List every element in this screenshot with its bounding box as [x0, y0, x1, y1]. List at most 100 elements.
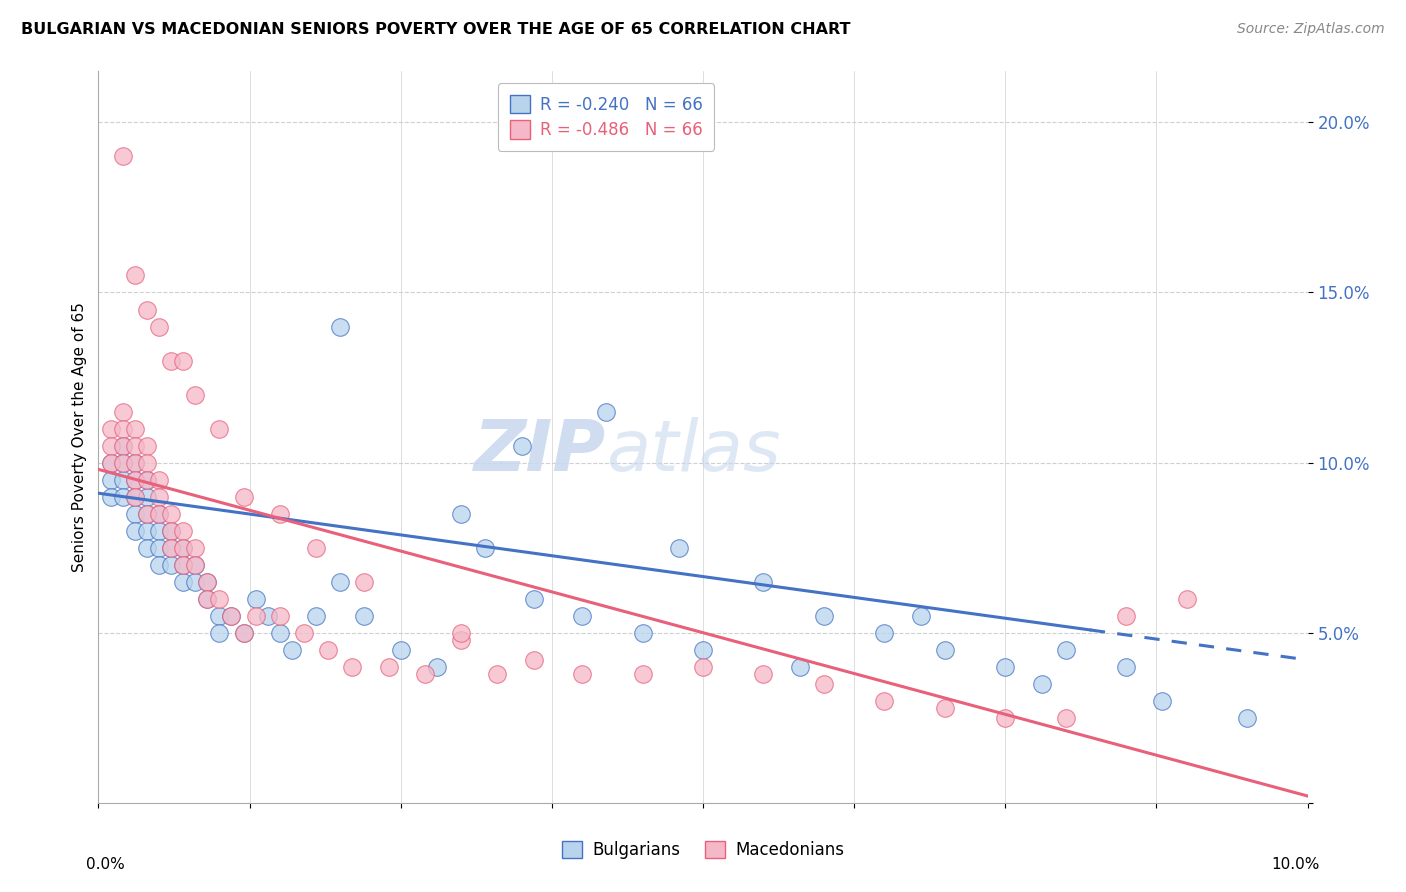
Point	[873, 694, 896, 708]
Point	[135, 456, 157, 470]
Point	[148, 558, 170, 572]
Point	[474, 541, 496, 555]
Point	[752, 574, 775, 589]
Point	[523, 591, 546, 606]
Point	[292, 625, 315, 640]
Point	[135, 473, 157, 487]
Text: BULGARIAN VS MACEDONIAN SENIORS POVERTY OVER THE AGE OF 65 CORRELATION CHART: BULGARIAN VS MACEDONIAN SENIORS POVERTY …	[21, 22, 851, 37]
Point	[135, 541, 157, 555]
Point	[111, 149, 134, 163]
Point	[342, 659, 364, 673]
Point	[1031, 677, 1053, 691]
Point	[135, 473, 157, 487]
Point	[389, 642, 412, 657]
Point	[269, 507, 291, 521]
Point	[111, 473, 134, 487]
Point	[160, 524, 183, 538]
Point	[195, 574, 218, 589]
Point	[148, 490, 170, 504]
Point	[305, 608, 328, 623]
Point	[208, 421, 231, 435]
Point	[184, 558, 207, 572]
Point	[269, 608, 291, 623]
Point	[752, 666, 775, 681]
Point	[100, 439, 122, 453]
Point	[221, 608, 243, 623]
Point	[1236, 711, 1258, 725]
Point	[813, 677, 835, 691]
Point	[208, 608, 231, 623]
Point	[571, 666, 593, 681]
Point	[1054, 642, 1077, 657]
Point	[124, 490, 146, 504]
Point	[124, 473, 146, 487]
Point	[124, 456, 146, 470]
Point	[195, 574, 218, 589]
Point	[172, 558, 194, 572]
Point	[111, 439, 134, 453]
Point	[148, 507, 170, 521]
Point	[111, 439, 134, 453]
Point	[160, 507, 183, 521]
Point	[172, 558, 194, 572]
Point	[124, 490, 146, 504]
Point	[208, 625, 231, 640]
Point	[353, 608, 375, 623]
Text: atlas: atlas	[606, 417, 780, 486]
Point	[124, 268, 146, 283]
Point	[413, 666, 436, 681]
Point	[510, 439, 533, 453]
Point	[523, 653, 546, 667]
Y-axis label: Seniors Poverty Over the Age of 65: Seniors Poverty Over the Age of 65	[72, 302, 87, 572]
Point	[124, 421, 146, 435]
Point	[111, 421, 134, 435]
Text: 0.0%: 0.0%	[86, 857, 125, 872]
Point	[135, 490, 157, 504]
Point	[631, 625, 654, 640]
Point	[135, 524, 157, 538]
Point	[934, 642, 956, 657]
Point	[100, 473, 122, 487]
Legend: Bulgarians, Macedonians: Bulgarians, Macedonians	[554, 833, 852, 868]
Point	[450, 632, 472, 647]
Point	[631, 666, 654, 681]
Point	[172, 541, 194, 555]
Point	[124, 439, 146, 453]
Point	[135, 507, 157, 521]
Point	[195, 591, 218, 606]
Point	[450, 625, 472, 640]
Point	[160, 558, 183, 572]
Point	[329, 574, 352, 589]
Point	[160, 541, 183, 555]
Point	[124, 524, 146, 538]
Point	[124, 456, 146, 470]
Point	[813, 608, 835, 623]
Point	[329, 319, 352, 334]
Point	[172, 541, 194, 555]
Point	[692, 642, 714, 657]
Point	[184, 558, 207, 572]
Legend: R = -0.240   N = 66, R = -0.486   N = 66: R = -0.240 N = 66, R = -0.486 N = 66	[498, 83, 714, 151]
Point	[353, 574, 375, 589]
Point	[934, 700, 956, 714]
Point	[1115, 659, 1137, 673]
Point	[232, 625, 254, 640]
Point	[668, 541, 690, 555]
Point	[245, 591, 267, 606]
Point	[172, 574, 194, 589]
Point	[789, 659, 811, 673]
Point	[172, 353, 194, 368]
Point	[316, 642, 339, 657]
Point	[100, 421, 122, 435]
Point	[172, 524, 194, 538]
Point	[184, 541, 207, 555]
Point	[994, 659, 1017, 673]
Point	[135, 302, 157, 317]
Point	[148, 319, 170, 334]
Point	[124, 507, 146, 521]
Point	[111, 456, 134, 470]
Point	[873, 625, 896, 640]
Point	[245, 608, 267, 623]
Point	[910, 608, 932, 623]
Point	[256, 608, 278, 623]
